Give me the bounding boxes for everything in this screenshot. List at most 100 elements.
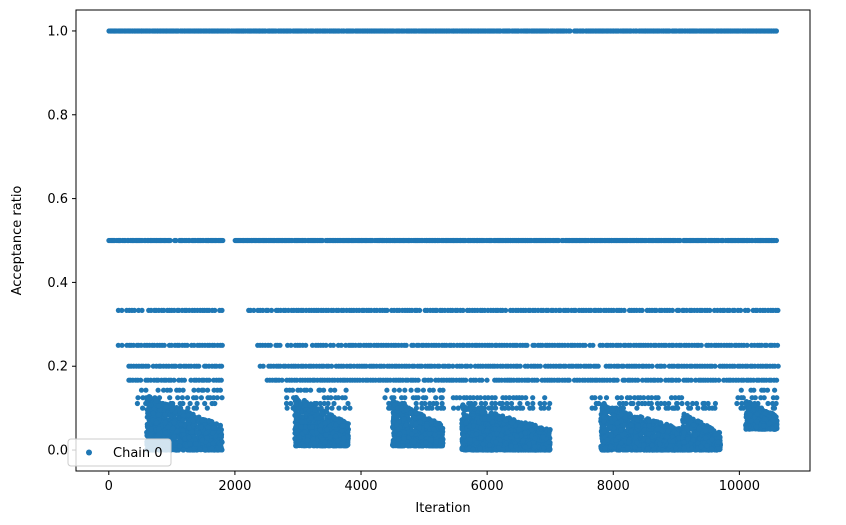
data-point (251, 307, 257, 313)
data-point (311, 440, 317, 446)
data-point (323, 432, 329, 438)
data-point (202, 447, 208, 453)
data-point (745, 307, 751, 313)
data-point (503, 307, 509, 313)
scatter-points (106, 28, 781, 453)
data-point (418, 434, 424, 440)
data-point (210, 430, 216, 436)
data-point (161, 342, 167, 348)
data-point (146, 433, 152, 439)
data-point (296, 434, 302, 440)
data-point (409, 431, 415, 437)
data-point (199, 437, 205, 443)
data-point (180, 413, 187, 419)
data-point (408, 387, 414, 393)
data-point (492, 395, 498, 401)
data-point (184, 395, 191, 401)
data-point (412, 415, 418, 421)
data-point (482, 400, 489, 407)
data-point (290, 387, 296, 393)
data-point (169, 407, 175, 413)
data-point (541, 400, 548, 407)
data-point (336, 405, 342, 411)
data-point (524, 342, 530, 348)
data-point (298, 424, 304, 430)
data-point (566, 377, 572, 383)
data-point (426, 431, 433, 437)
data-point (398, 405, 405, 412)
data-point (146, 402, 152, 408)
data-point (417, 419, 423, 425)
data-point (294, 428, 301, 434)
data-point (405, 443, 411, 449)
data-point (198, 424, 204, 430)
data-point (325, 400, 331, 407)
data-point (440, 405, 447, 411)
data-point (204, 405, 210, 411)
data-point (621, 307, 627, 313)
data-point (177, 443, 183, 449)
data-point (332, 387, 338, 393)
data-point (347, 405, 353, 411)
data-point (716, 377, 722, 383)
data-point (180, 447, 186, 453)
data-point (460, 307, 466, 313)
data-point (219, 363, 225, 369)
data-point (219, 395, 225, 401)
data-point (541, 405, 547, 411)
data-point (530, 405, 536, 411)
data-point (774, 377, 780, 383)
data-point (139, 307, 145, 313)
data-point (432, 431, 438, 438)
data-point (317, 427, 323, 433)
data-point (155, 411, 162, 418)
data-point (303, 342, 309, 348)
data-point (173, 237, 179, 244)
data-point (403, 422, 409, 428)
data-point (167, 237, 173, 244)
data-point (330, 342, 336, 348)
data-point (322, 420, 328, 426)
data-point (135, 395, 141, 401)
data-point (312, 407, 318, 413)
data-point (180, 417, 186, 423)
data-point (180, 387, 186, 393)
data-point (698, 342, 704, 348)
data-point (284, 405, 290, 411)
data-point (299, 419, 305, 425)
data-point (415, 377, 421, 383)
data-point (211, 425, 217, 431)
data-point (422, 400, 428, 407)
data-point (342, 395, 348, 401)
data-point (331, 400, 337, 407)
data-point (344, 442, 350, 448)
data-point (335, 438, 341, 444)
data-point (304, 437, 311, 443)
data-point (193, 441, 199, 447)
data-point (440, 387, 446, 393)
data-point (190, 418, 196, 424)
data-point (284, 395, 290, 401)
data-point (119, 307, 125, 313)
data-point (210, 440, 216, 447)
data-point (168, 413, 174, 419)
data-point (343, 387, 349, 393)
data-point (217, 422, 223, 428)
data-point (267, 342, 273, 348)
data-point (162, 412, 168, 418)
data-point (293, 394, 299, 401)
data-point (324, 426, 330, 433)
data-point (331, 442, 337, 449)
data-point (395, 426, 401, 432)
data-point (322, 439, 328, 445)
data-point (408, 410, 414, 416)
data-point (167, 395, 173, 401)
data-point (417, 307, 423, 313)
data-point (162, 430, 169, 436)
data-point (217, 387, 223, 393)
data-point (479, 377, 485, 383)
data-point (433, 395, 439, 401)
data-point (661, 363, 668, 369)
data-point (384, 387, 390, 393)
data-point (468, 363, 474, 369)
